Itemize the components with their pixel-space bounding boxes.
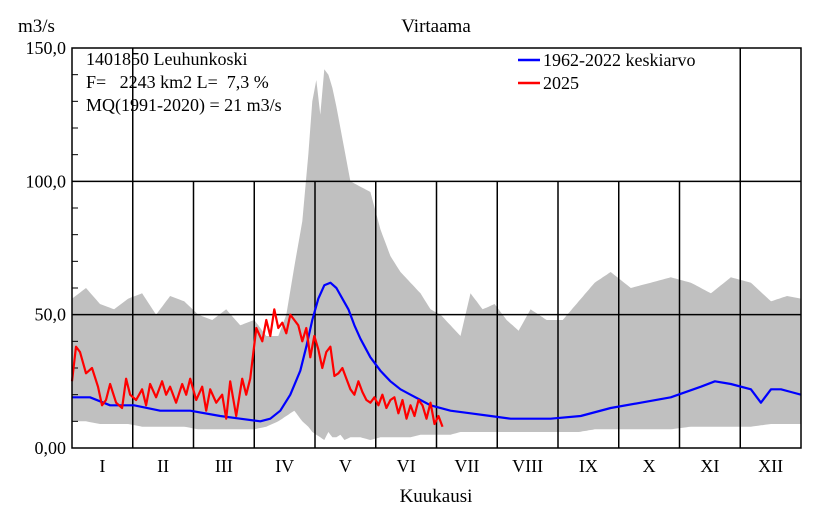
x-tick-label: III [215, 456, 233, 476]
x-axis-label: Kuukausi [400, 486, 473, 507]
station-info: 1401850 Leuhunkoski F= 2243 km2 L= 7,3 %… [86, 49, 282, 116]
plot-frame [71, 47, 802, 449]
x-tick-labels: I II III IV V VI VII VIII IX X XI XII [99, 456, 783, 476]
y-tick-label: 100,0 [26, 171, 67, 191]
series-line-current [70, 308, 444, 428]
y-tick-label: 50,0 [35, 305, 67, 325]
series-lines [70, 281, 802, 428]
chart-title: Virtaama [401, 16, 471, 37]
x-tick-label: XI [700, 456, 719, 476]
x-tick-label: II [157, 456, 169, 476]
legend-label: 2025 [543, 73, 579, 93]
x-tick-label: IX [579, 456, 598, 476]
x-tick-label: X [643, 456, 656, 476]
series-line-mean [72, 281, 802, 423]
station-area: F= 2243 km2 L= 7,3 % [86, 72, 269, 92]
legend: 1962-2022 keskiarvo 2025 [518, 50, 695, 93]
y-tick-label: 0,00 [35, 438, 67, 458]
x-tick-label: VII [454, 456, 479, 476]
x-tick-label: V [339, 456, 352, 476]
x-tick-label: I [99, 456, 105, 476]
x-tick-label: XII [758, 456, 783, 476]
y-axis-label: m3/s [18, 16, 55, 37]
station-name: 1401850 Leuhunkoski [86, 49, 248, 69]
station-mq: MQ(1991-2020) = 21 m3/s [86, 95, 282, 116]
x-tick-label: IV [275, 456, 294, 476]
y-tick-label: 150,0 [26, 38, 67, 58]
x-tick-label: VIII [512, 456, 543, 476]
x-tick-label: VI [397, 456, 416, 476]
grid [72, 48, 801, 448]
y-tick-labels: 0,00 50,0 100,0 150,0 [26, 38, 67, 458]
legend-label: 1962-2022 keskiarvo [543, 50, 695, 70]
